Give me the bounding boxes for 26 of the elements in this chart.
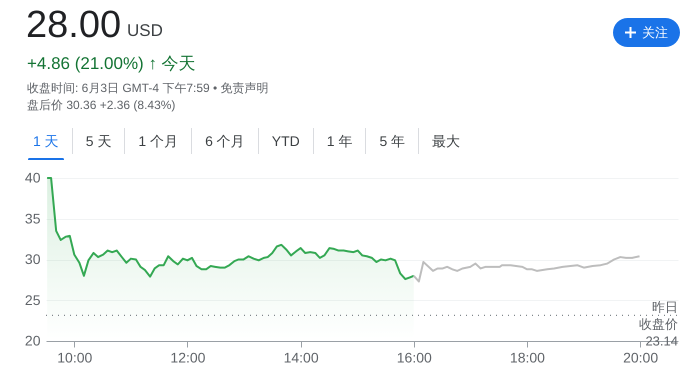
chart-title: 28.00 <box>26 4 122 47</box>
text: 6 个月 <box>191 128 258 154</box>
y-tick-label: 20 <box>24 332 41 348</box>
text: 盘后价 30.36 +2.36 (8.43%) <box>27 97 176 114</box>
text: 最大 <box>418 128 474 154</box>
text: 1 天 <box>20 128 72 154</box>
y-tick-label: 35 <box>24 210 41 226</box>
x-tick-label: 18:00 <box>510 350 546 366</box>
y-tick-label: 30 <box>24 251 41 267</box>
text: 5 年 <box>365 128 418 154</box>
y-tick-label: 40 <box>24 170 41 186</box>
x-tick-label: 20:00 <box>623 350 658 366</box>
text: 收盘时间: 6月3日 GMT-4 下午7:59 • 免责声明 <box>27 80 269 97</box>
y-tick-label: 25 <box>24 292 41 308</box>
text: 关注 <box>642 24 668 42</box>
x-tick-label: 14:00 <box>284 350 319 366</box>
line-series <box>412 255 641 283</box>
text: 1 个月 <box>124 128 192 154</box>
text: YTD <box>258 128 313 154</box>
text: 1 年 <box>312 128 366 154</box>
x-tick-label: 10:00 <box>57 350 93 366</box>
text: USD <box>127 21 163 41</box>
text: 5 天 <box>72 128 124 154</box>
x-tick-label: 16:00 <box>396 350 432 366</box>
x-tick-label: 12:00 <box>170 350 206 366</box>
text: +4.86 (21.00%) ↑ 今天 <box>27 53 196 75</box>
